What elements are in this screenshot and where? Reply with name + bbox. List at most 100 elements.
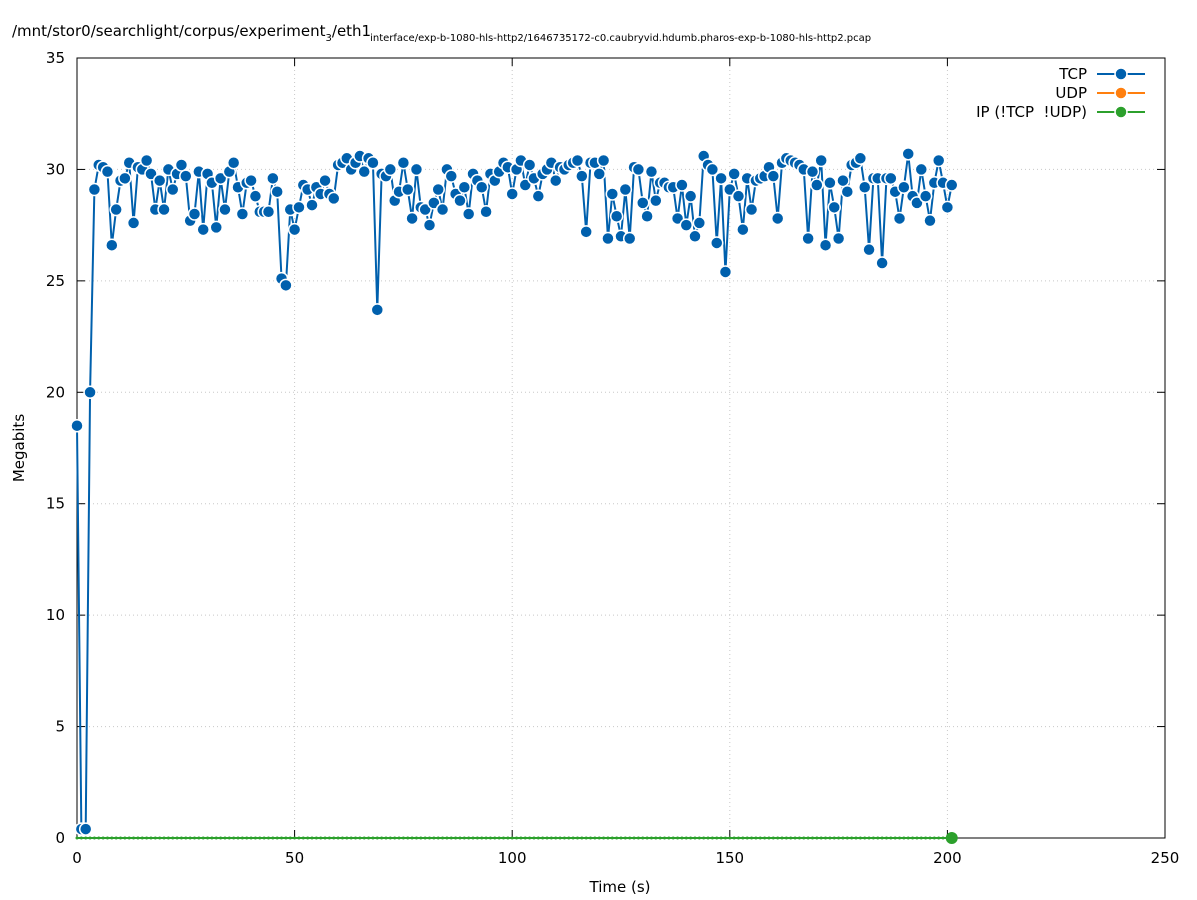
data-point [780, 836, 784, 840]
data-point [628, 836, 632, 840]
data-point [763, 836, 767, 840]
data-point [236, 836, 240, 840]
data-point [261, 205, 276, 219]
data-point [136, 836, 140, 840]
data-point [101, 836, 105, 840]
x-tick-label: 150 [715, 849, 744, 867]
data-point [840, 184, 855, 199]
data-point [493, 836, 497, 840]
data-point [876, 836, 880, 840]
data-point [596, 153, 611, 168]
data-point [853, 151, 868, 166]
data-point [919, 836, 923, 840]
data-point [166, 836, 170, 840]
data-point [293, 836, 297, 840]
chart-title: /mnt/stor0/searchlight/corpus/experiment… [12, 22, 871, 44]
data-point [245, 836, 249, 840]
data-point [731, 189, 746, 203]
data-point [622, 231, 637, 246]
data-point [310, 836, 314, 840]
data-point [871, 836, 875, 840]
data-point [358, 836, 362, 840]
data-point [484, 836, 488, 840]
data-point [706, 836, 710, 840]
data-point [679, 218, 694, 232]
data-point [570, 153, 585, 168]
data-point [631, 162, 646, 177]
data-point [676, 836, 680, 840]
data-point [314, 836, 318, 840]
data-point [319, 836, 323, 840]
data-point [831, 231, 846, 246]
data-point [623, 836, 627, 840]
data-point [414, 836, 418, 840]
data-point [554, 836, 558, 840]
data-point [914, 162, 929, 177]
title-part: /eth1 [332, 22, 371, 40]
data-point [928, 836, 932, 840]
data-point [100, 164, 115, 179]
data-point [719, 836, 723, 840]
data-point [458, 836, 462, 840]
x-tick-label: 100 [498, 849, 527, 867]
y-tick-label: 20 [46, 383, 65, 401]
data-point [306, 836, 310, 840]
legend-marker [1114, 86, 1128, 100]
data-point [292, 200, 306, 215]
y-axis-label: Megabits [10, 414, 28, 482]
data-point [196, 222, 210, 237]
data-point [858, 836, 862, 840]
data-point [649, 193, 663, 208]
data-point [619, 836, 623, 840]
data-point [827, 200, 841, 215]
data-point [362, 836, 366, 840]
data-point [549, 836, 553, 840]
data-point [727, 167, 741, 181]
data-point [406, 836, 410, 840]
data-point [271, 836, 275, 840]
data-point [528, 836, 532, 840]
data-point [519, 836, 523, 840]
data-point [423, 836, 427, 840]
data-point [670, 211, 685, 226]
data-point [501, 836, 505, 840]
data-point [824, 836, 828, 840]
data-point [841, 836, 845, 840]
data-point [823, 176, 837, 190]
data-point [118, 171, 132, 186]
data-point [541, 836, 545, 840]
data-point [226, 155, 241, 170]
data-point [171, 836, 175, 840]
data-point [145, 836, 149, 840]
data-point [454, 836, 458, 840]
data-point [497, 836, 501, 840]
data-point [575, 836, 579, 840]
data-point [532, 836, 536, 840]
data-point [810, 178, 824, 192]
data-point [349, 836, 353, 840]
data-point [444, 169, 459, 183]
data-point [636, 836, 640, 840]
data-point [845, 836, 849, 840]
data-point [480, 836, 484, 840]
data-point [209, 220, 224, 235]
data-point [832, 836, 836, 840]
data-point [819, 836, 823, 840]
data-point [548, 173, 563, 188]
data-point [366, 155, 380, 170]
data-point [828, 836, 832, 840]
data-point [636, 196, 650, 210]
data-point [654, 836, 658, 840]
data-point [79, 836, 83, 840]
data-point [384, 836, 388, 840]
data-point [409, 162, 424, 177]
title-part: /mnt/stor0/searchlight/corpus/experiment [12, 22, 326, 40]
data-point [435, 202, 450, 217]
data-point [87, 182, 102, 197]
y-tick-label: 15 [46, 495, 65, 513]
data-point [723, 182, 737, 197]
data-point [632, 836, 636, 840]
data-point [287, 222, 302, 237]
data-point [275, 836, 279, 840]
data-point [157, 202, 171, 217]
